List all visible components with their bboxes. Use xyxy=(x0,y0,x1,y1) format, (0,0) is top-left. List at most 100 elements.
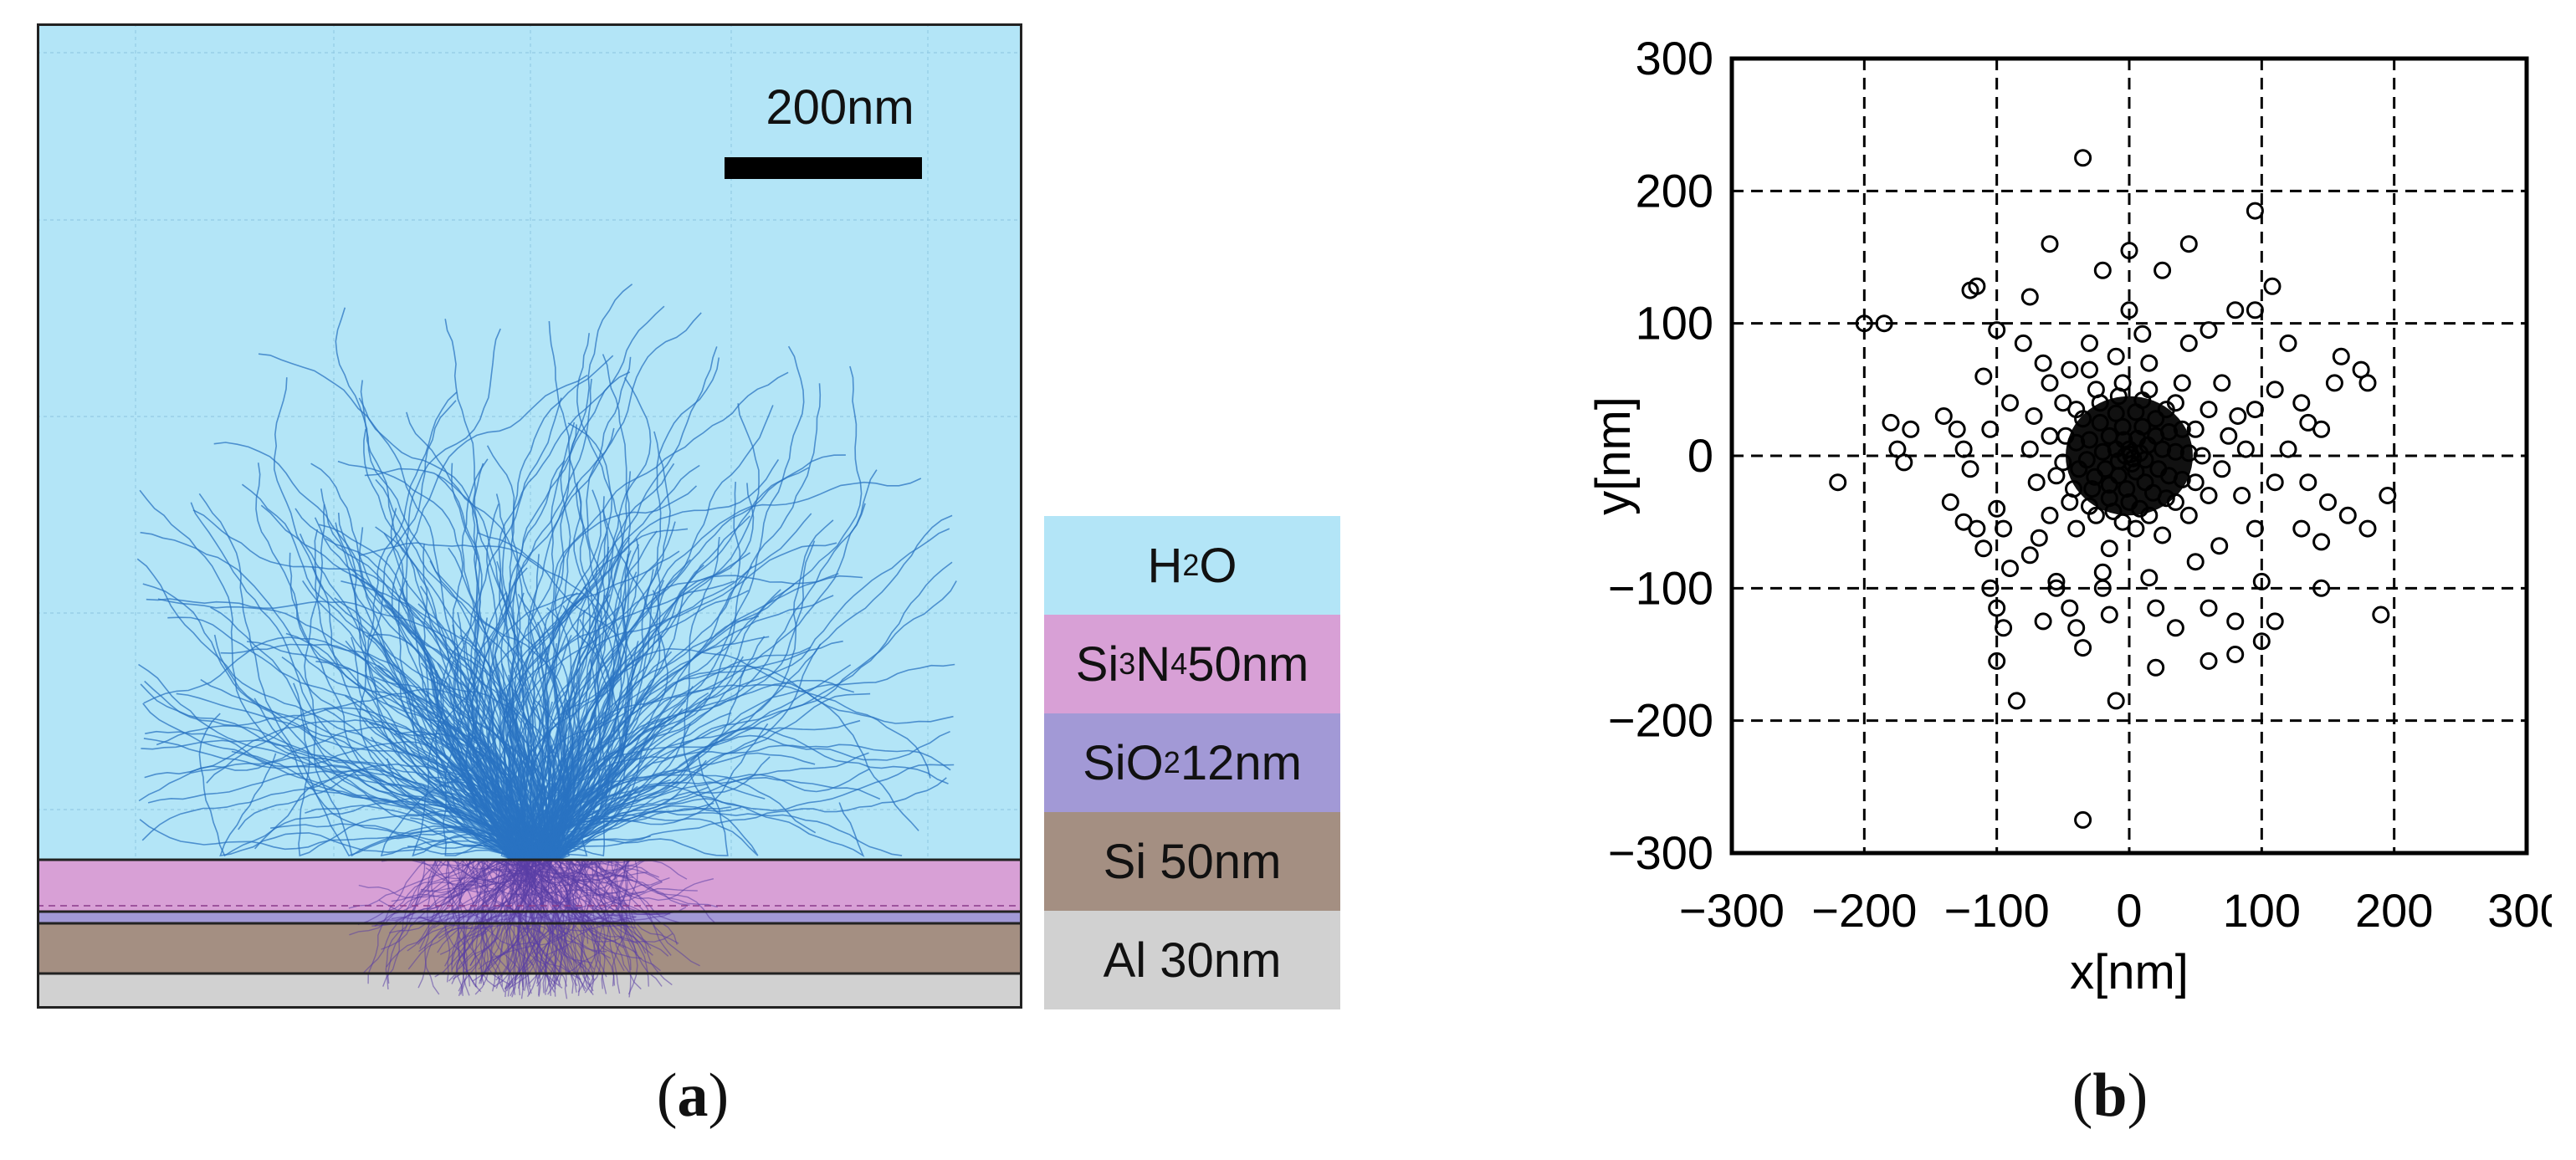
data-point xyxy=(2279,440,2297,458)
data-point xyxy=(1988,652,2006,670)
layer-legend: H 2 O Si 3 N 4 50nm SiO 2 12nm Si 50nm Al 30nm xyxy=(1044,516,1340,1009)
data-point xyxy=(2041,427,2059,445)
data-point xyxy=(2140,354,2159,372)
trajectory-path xyxy=(157,598,558,861)
data-point xyxy=(2186,420,2205,438)
substrate-path xyxy=(385,859,426,990)
trajectory-path xyxy=(540,482,626,861)
data-point xyxy=(2140,569,2159,587)
substrate-path xyxy=(362,859,443,973)
substrate-path xyxy=(535,859,570,985)
data-point xyxy=(2061,599,2079,617)
trajectory-path xyxy=(550,594,620,861)
data-point xyxy=(1995,619,2013,637)
data-point xyxy=(2081,334,2098,352)
data-point xyxy=(1882,413,1900,432)
substrate-path xyxy=(417,859,463,989)
data-point xyxy=(2292,519,2311,538)
trajectory-path xyxy=(412,617,542,861)
trajectory-path xyxy=(530,538,640,861)
substrate-path xyxy=(407,859,485,970)
data-point xyxy=(2147,410,2165,428)
data-point xyxy=(2149,460,2168,478)
data-point xyxy=(2266,381,2284,399)
trajectory-path xyxy=(146,598,545,861)
data-point xyxy=(2153,261,2172,279)
data-point xyxy=(2014,334,2032,352)
substrate-path xyxy=(543,859,574,994)
trajectory-path xyxy=(527,764,545,861)
data-point xyxy=(2074,149,2092,167)
substrate-path xyxy=(545,859,671,915)
trajectory-path xyxy=(498,371,631,861)
substrate-path xyxy=(382,859,438,987)
trajectory-path xyxy=(492,567,551,861)
substrate-path xyxy=(544,859,628,957)
data-point xyxy=(2001,394,2019,412)
data-point xyxy=(2081,497,2098,515)
trajectory-path xyxy=(375,592,530,861)
trajectory-path xyxy=(491,699,516,861)
data-point xyxy=(2179,334,2198,352)
data-point xyxy=(2186,553,2205,571)
data-point xyxy=(2100,489,2118,508)
substrate-path xyxy=(597,859,717,925)
trajectory-plot xyxy=(37,23,1022,1009)
data-point xyxy=(2312,420,2331,438)
x-tick-label: 300 xyxy=(2487,884,2552,937)
substrate-path xyxy=(564,859,629,975)
trajectory-path xyxy=(466,460,566,861)
y-tick-label: 0 xyxy=(1687,429,1713,482)
data-point xyxy=(2074,639,2092,657)
trajectory-path xyxy=(518,467,810,861)
trajectory-path xyxy=(241,483,548,861)
data-point xyxy=(1961,460,1979,478)
trajectory-path xyxy=(524,561,953,861)
trajectory-path xyxy=(419,585,518,861)
x-tick-label: −200 xyxy=(1811,884,1917,937)
data-point xyxy=(2118,480,2136,498)
substrate-path xyxy=(580,859,627,986)
data-point xyxy=(2007,692,2025,710)
data-point xyxy=(1968,277,1986,295)
data-point xyxy=(2081,431,2098,449)
data-point xyxy=(2200,652,2218,670)
data-point xyxy=(2083,480,2102,498)
data-point xyxy=(2266,612,2284,631)
data-point xyxy=(1981,579,2000,597)
data-point xyxy=(2213,460,2231,478)
legend-row: Al 30nm xyxy=(1044,911,1340,1009)
trajectory-path xyxy=(145,730,524,861)
simulation-panel: 200nm xyxy=(37,23,1022,1009)
y-tick-label: 100 xyxy=(1636,297,1713,350)
y-tick-label: 200 xyxy=(1636,164,1713,217)
data-point xyxy=(2179,506,2198,524)
data-point xyxy=(2034,612,2052,631)
trajectory-path xyxy=(550,811,903,861)
trajectory-path xyxy=(527,357,720,861)
trajectory-path xyxy=(213,442,558,861)
data-point xyxy=(2136,473,2154,492)
trajectory-path xyxy=(541,431,671,861)
substrate-path xyxy=(563,859,594,994)
trajectory-bundle xyxy=(136,284,957,861)
trajectory-path xyxy=(475,592,582,861)
data-point xyxy=(2020,288,2039,306)
substrate-path xyxy=(457,859,550,964)
data-point xyxy=(2332,347,2350,365)
trajectory-path xyxy=(143,738,526,861)
data-point xyxy=(2236,440,2255,458)
data-point xyxy=(1981,420,2000,438)
legend-row: Si 50nm xyxy=(1044,812,1340,911)
data-point xyxy=(2020,440,2039,458)
panel-frame xyxy=(37,23,1022,1009)
trajectory-path xyxy=(535,663,955,861)
trajectory-path xyxy=(213,634,539,861)
substrate-path xyxy=(499,859,632,897)
data-point xyxy=(1968,519,1986,538)
substrate-path xyxy=(523,859,624,943)
trajectory-path xyxy=(461,458,550,861)
trajectory-path xyxy=(537,636,770,861)
legend-text: Si 50nm xyxy=(1103,834,1282,889)
